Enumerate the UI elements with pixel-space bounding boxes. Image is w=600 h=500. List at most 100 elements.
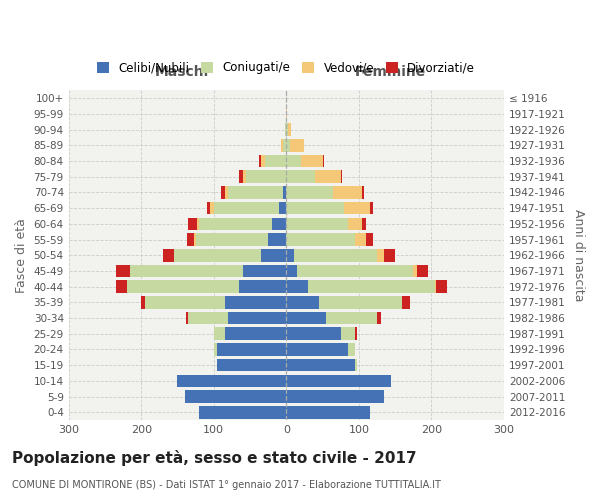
Bar [217, 359, 286, 372]
Y-axis label: Fasce di età: Fasce di età [15, 218, 28, 292]
Bar [261, 154, 265, 168]
Text: Maschi: Maschi [155, 65, 209, 79]
Bar [259, 154, 261, 168]
Bar [370, 202, 373, 214]
Bar [362, 186, 364, 198]
Bar [286, 202, 344, 214]
Bar [268, 233, 286, 246]
Bar [194, 233, 196, 246]
Bar [366, 233, 373, 246]
Bar [188, 218, 197, 230]
Bar [384, 249, 395, 262]
Bar [355, 359, 356, 372]
Bar [221, 186, 224, 198]
Bar [224, 186, 228, 198]
Bar [290, 139, 304, 151]
Bar [288, 124, 292, 136]
Bar [286, 170, 316, 183]
Bar [341, 328, 355, 340]
Bar [285, 124, 286, 136]
Bar [187, 233, 194, 246]
Legend: Celibi/Nubili, Coniugati/e, Vedovi/e, Divorziati/e: Celibi/Nubili, Coniugati/e, Vedovi/e, Di… [92, 56, 480, 79]
Bar [283, 186, 286, 198]
Text: Femmine: Femmine [355, 65, 427, 79]
Bar [214, 202, 279, 214]
Bar [301, 154, 323, 168]
Bar [178, 374, 286, 387]
Bar [265, 154, 286, 168]
Bar [130, 264, 243, 277]
Bar [272, 218, 286, 230]
Bar [214, 328, 224, 340]
Bar [286, 108, 287, 120]
Bar [286, 124, 288, 136]
Bar [413, 264, 417, 277]
Bar [362, 218, 366, 230]
Bar [417, 264, 428, 277]
Bar [286, 359, 355, 372]
Bar [348, 343, 355, 355]
Bar [217, 343, 286, 355]
Bar [286, 264, 297, 277]
Bar [286, 343, 348, 355]
Bar [344, 202, 370, 214]
Bar [145, 296, 224, 308]
Bar [210, 202, 214, 214]
Bar [283, 139, 286, 151]
Bar [243, 264, 286, 277]
Bar [199, 218, 272, 230]
Bar [281, 139, 283, 151]
Bar [247, 170, 286, 183]
Text: COMUNE DI MONTIRONE (BS) - Dati ISTAT 1° gennaio 2017 - Elaborazione TUTTITALIA.: COMUNE DI MONTIRONE (BS) - Dati ISTAT 1°… [12, 480, 441, 490]
Bar [308, 280, 435, 293]
Bar [116, 280, 127, 293]
Bar [436, 280, 448, 293]
Text: Popolazione per età, sesso e stato civile - 2017: Popolazione per età, sesso e stato civil… [12, 450, 416, 466]
Bar [403, 296, 410, 308]
Bar [188, 312, 228, 324]
Bar [286, 233, 355, 246]
Bar [286, 186, 334, 198]
Bar [185, 390, 286, 403]
Bar [239, 280, 286, 293]
Bar [163, 249, 174, 262]
Bar [286, 390, 384, 403]
Bar [206, 202, 210, 214]
Bar [319, 296, 403, 308]
Bar [228, 312, 286, 324]
Bar [224, 328, 286, 340]
Bar [323, 154, 324, 168]
Bar [186, 312, 188, 324]
Bar [341, 170, 342, 183]
Bar [239, 170, 243, 183]
Bar [326, 312, 377, 324]
Bar [286, 280, 308, 293]
Bar [286, 406, 370, 418]
Bar [297, 264, 413, 277]
Bar [348, 218, 362, 230]
Bar [174, 249, 261, 262]
Bar [286, 312, 326, 324]
Bar [334, 186, 362, 198]
Bar [377, 249, 384, 262]
Bar [141, 296, 145, 308]
Bar [214, 343, 217, 355]
Bar [286, 328, 341, 340]
Bar [127, 280, 239, 293]
Y-axis label: Anni di nascita: Anni di nascita [572, 209, 585, 302]
Bar [435, 280, 436, 293]
Bar [261, 249, 286, 262]
Bar [196, 233, 268, 246]
Bar [355, 328, 356, 340]
Bar [279, 202, 286, 214]
Bar [224, 296, 286, 308]
Bar [286, 139, 290, 151]
Bar [355, 233, 366, 246]
Bar [199, 406, 286, 418]
Bar [116, 264, 130, 277]
Bar [286, 218, 348, 230]
Bar [286, 154, 301, 168]
Bar [228, 186, 283, 198]
Bar [243, 170, 247, 183]
Bar [286, 374, 391, 387]
